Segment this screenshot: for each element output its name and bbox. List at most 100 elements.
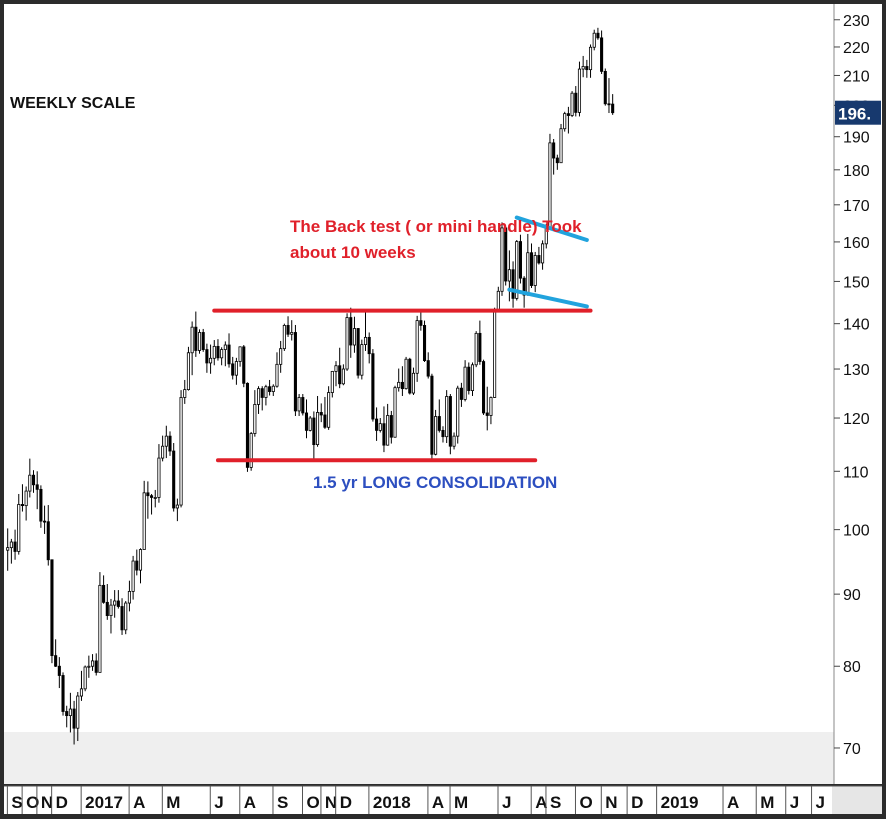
y-tick-label: 140 (843, 317, 870, 334)
candle-down (611, 103, 615, 114)
x-tick-label: J (790, 793, 799, 812)
candle-down (400, 381, 404, 390)
candle-up (474, 332, 478, 366)
candle-down (566, 113, 570, 116)
candle-up (190, 326, 194, 354)
candle-down (146, 492, 150, 497)
candle-up (131, 560, 135, 592)
x-tick-label: O (306, 793, 319, 812)
x-tick-label: A (432, 793, 444, 812)
candle-down (426, 360, 430, 377)
x-tick-label: O (26, 793, 39, 812)
candle-up (489, 397, 493, 416)
x-tick-label: D (631, 793, 643, 812)
candle-down (422, 325, 427, 362)
candle-down (105, 601, 109, 616)
candle-up (28, 474, 32, 492)
x-tick-label: 2019 (661, 793, 699, 812)
candle-up (386, 415, 390, 446)
candle-down (430, 375, 434, 455)
candle-up (127, 591, 131, 604)
candle-up (363, 336, 368, 345)
candle-up (327, 392, 331, 428)
candle-down (607, 103, 611, 106)
candle-up (588, 46, 593, 71)
candle-up (17, 504, 21, 552)
candle-up (142, 492, 146, 550)
candle-up (404, 358, 408, 390)
candle-down (205, 349, 209, 364)
candle-down (437, 416, 441, 431)
candle-up (253, 404, 257, 434)
candle-down (301, 397, 305, 414)
candle-up (76, 695, 80, 729)
candle-down (552, 142, 556, 159)
candle-down (13, 541, 17, 552)
flag-lower-line (507, 287, 589, 309)
y-tick-label: 230 (843, 13, 870, 30)
candle-up (592, 32, 596, 48)
candle-up (515, 241, 519, 299)
y-tick-label: 160 (843, 235, 870, 252)
candle-up (563, 113, 567, 130)
x-tick-label: 2018 (373, 793, 411, 812)
candle-up (526, 252, 530, 296)
candle-up (445, 396, 449, 438)
candle-up (290, 332, 294, 335)
candle-down (511, 269, 515, 299)
x-tick-label: M (166, 793, 180, 812)
candle-up (411, 372, 416, 394)
plot-background (4, 4, 834, 784)
x-tick-label: A (535, 793, 547, 812)
candle-down (94, 660, 98, 673)
candle-down (172, 450, 176, 509)
candle-down (31, 474, 36, 486)
candle-down (293, 332, 297, 412)
price-axis: 7080901001101201301401501601701801902002… (834, 13, 881, 758)
candle-up (238, 346, 242, 362)
candle-down (116, 600, 120, 607)
candle-up (153, 497, 157, 499)
candle-up (496, 290, 500, 311)
candle-down (600, 37, 604, 72)
candle-down (65, 711, 69, 717)
y-tick-label: 90 (843, 587, 861, 604)
candle-down (467, 366, 471, 391)
candle-up (109, 604, 113, 616)
candle-up (345, 317, 349, 370)
candle-down (242, 346, 246, 384)
candle-down (504, 227, 508, 282)
candle-up (90, 660, 95, 667)
candle-up (9, 541, 13, 549)
candle-up (393, 387, 397, 438)
x-tick-label: N (325, 793, 337, 812)
x-tick-label: J (502, 793, 511, 812)
time-axis: S O N D 2017 A M J A S O N D 2018 A M J A S O N D 2019 A M J J (6, 786, 825, 814)
candle-down (574, 92, 578, 113)
candle-down (323, 414, 327, 428)
candle-up (493, 309, 497, 398)
annotation-layer: The Back test ( or mini handle) Took abou… (212, 215, 593, 492)
candle-up (397, 381, 401, 389)
candle-down (194, 326, 198, 351)
candle-down (286, 325, 290, 335)
candle-up (577, 68, 582, 113)
x-tick-label: M (760, 793, 774, 812)
candle-up (533, 255, 537, 286)
candle-up (275, 363, 279, 387)
candle-up (330, 370, 334, 393)
candle-up (378, 423, 382, 431)
candle-up (470, 364, 475, 391)
candle-down (268, 386, 272, 392)
candle-up (581, 66, 585, 70)
candle-down (201, 332, 205, 350)
candle-up (463, 366, 467, 400)
x-tick-label: J (214, 793, 223, 812)
time-axis-panel (4, 786, 882, 814)
candle-up (98, 584, 102, 673)
candle-down (319, 412, 323, 416)
candle-down (61, 675, 65, 712)
candle-up (223, 344, 227, 350)
candle-up (138, 549, 143, 571)
candle-down (419, 320, 423, 326)
